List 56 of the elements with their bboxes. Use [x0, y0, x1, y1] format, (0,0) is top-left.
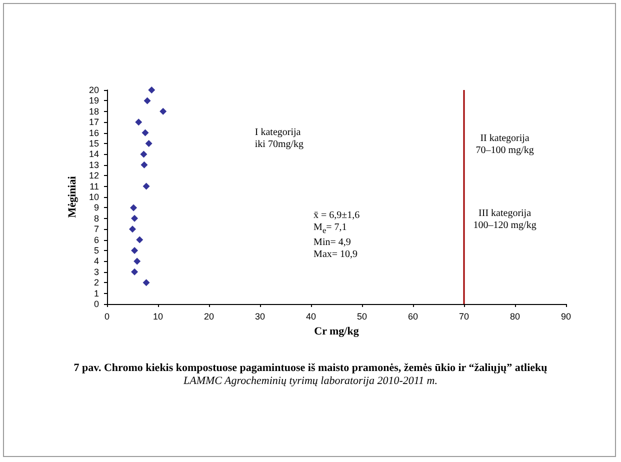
y-tick-label: 17 [88, 117, 99, 128]
point [142, 279, 150, 286]
x-tick-label: 10 [152, 312, 164, 322]
y-tick-label: 4 [94, 256, 99, 266]
y-tick-label: 13 [88, 160, 99, 170]
annotation: I kategorija iki 70mg/kg [254, 127, 304, 152]
y-tick-label: 5 [94, 246, 99, 256]
y-tick-label: 6 [94, 234, 99, 245]
text: LAMMC Agrocheminių tyrimų laboratorija 2010-2011 m. [182, 375, 438, 388]
point [142, 129, 149, 136]
x-tick-label: 70 [458, 312, 470, 322]
x-tick-label: 90 [560, 312, 572, 322]
x-tick-label: 60 [408, 312, 418, 322]
x-tick-label: 80 [510, 312, 520, 322]
y-tick-label: 1 [94, 288, 99, 298]
y-tick-label: 7 [94, 224, 99, 234]
text: 7 pav. Chromo kiekis kompostuose pagamintuose iš maisto pramonės, žemės ūkio ir “žaliųjų” atliekų [72, 362, 548, 375]
point [131, 214, 138, 222]
x-tick-label: 40 [306, 312, 316, 322]
point [160, 108, 167, 115]
y-tick-label: 10 [88, 192, 99, 202]
point [142, 182, 150, 190]
y-tick-label: 20 [88, 85, 99, 95]
y-tick-label: 14 [88, 149, 99, 160]
y-tick-label: 0 [94, 299, 99, 309]
point [136, 236, 144, 244]
y-tick-label: 2 [94, 278, 99, 288]
x-tick-label: 20 [204, 312, 214, 322]
y-tick-label: 3 [94, 266, 99, 277]
y-tick-label: 9 [94, 202, 99, 213]
x-tick-label: 50 [356, 312, 368, 322]
point [131, 268, 138, 276]
y-tick-label: 18 [88, 106, 99, 116]
x-tick-label: 30 [254, 312, 266, 322]
y-tick-label: 15 [88, 138, 99, 148]
y-tick-label: 16 [88, 128, 99, 138]
point [140, 161, 148, 168]
point [131, 247, 138, 254]
y-tick-label: 8 [94, 213, 99, 224]
point [129, 226, 136, 233]
y-tick-label: 11 [90, 181, 99, 192]
y-axis-title: Mėginiai [66, 176, 79, 218]
x-tick-label: 0 [104, 312, 110, 322]
annotation: x̄ = 6,9±1,6 M$_{e}$= 7,1 Min= 4,9 Max= 10,9 [314, 210, 360, 261]
y-tick-label: 19 [88, 96, 99, 106]
point [134, 258, 141, 265]
y-tick-label: 12 [88, 170, 99, 181]
annotation: III kategorija 100–120 mg/kg [473, 208, 536, 232]
x-axis-title: Cr mg/kg [314, 326, 360, 338]
point [140, 150, 148, 158]
annotation: II kategorija 70–100 mg/kg [476, 132, 534, 157]
point [135, 118, 142, 126]
point [148, 86, 156, 94]
point [144, 97, 151, 104]
point [145, 140, 152, 147]
point [130, 204, 138, 212]
